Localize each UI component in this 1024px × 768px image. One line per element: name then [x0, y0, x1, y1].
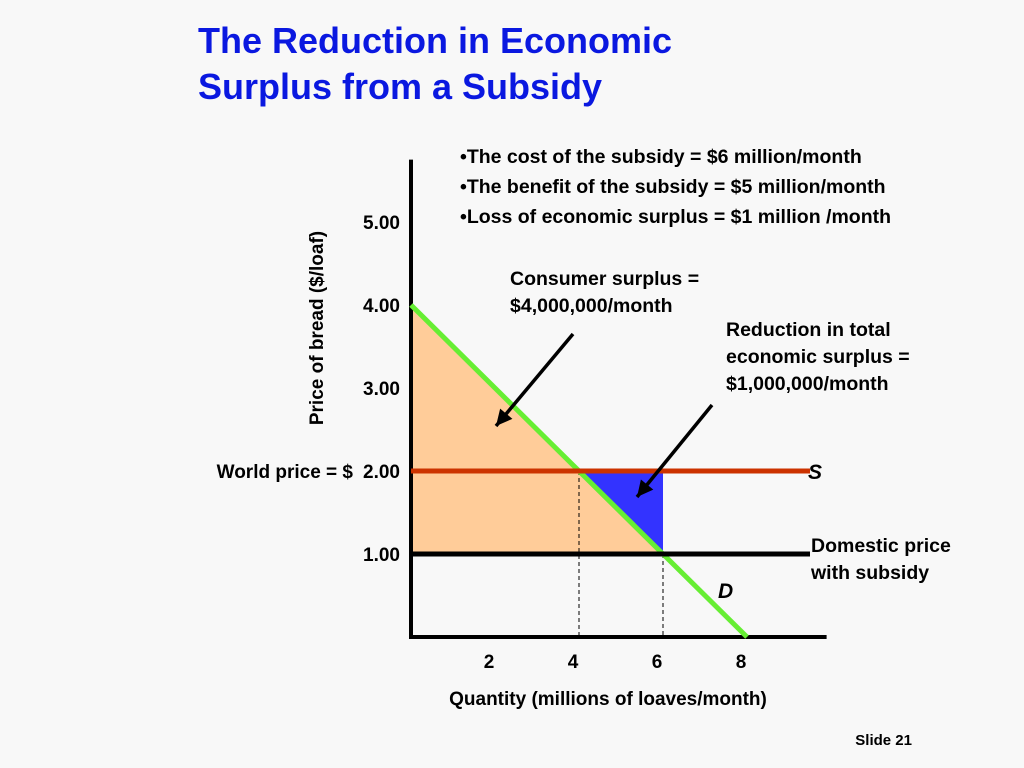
y-axis-label: Price of bread ($/loaf)	[307, 231, 328, 425]
x-tick-label: 4	[568, 652, 579, 673]
y-tick-label: 2.00	[363, 462, 400, 483]
consumer-surplus-arrow-shaft	[494, 332, 575, 428]
y-tick-label: 1.00	[363, 545, 400, 566]
bullet-benefit: •The benefit of the subsidy = $5 million…	[460, 176, 886, 198]
y-tick-label: 5.00	[363, 213, 400, 234]
demand-label: D	[718, 580, 733, 603]
slide-number: Slide 21	[855, 732, 912, 749]
world-price-label: World price = $	[217, 462, 354, 483]
title-line-1: The Reduction in Economic	[198, 20, 673, 61]
domestic-price-label: Domestic price with subsidy	[811, 535, 951, 584]
x-tick-label: 2	[484, 652, 495, 673]
x-tick-label: 6	[652, 652, 663, 673]
consumer-surplus-label: Consumer surplus = $4,000,000/month	[510, 268, 700, 317]
slide-title: The Reduction in Economic Surplus from a…	[198, 18, 672, 110]
reduction-label: Reduction in total economic surplus = $1…	[726, 319, 910, 395]
bullet-list: •The cost of the subsidy = $6 million/mo…	[460, 142, 891, 232]
x-axis-label: Quantity (millions of loaves/month)	[449, 689, 767, 710]
bullet-cost: •The cost of the subsidy = $6 million/mo…	[460, 146, 862, 168]
title-line-2: Surplus from a Subsidy	[198, 66, 603, 107]
x-tick-label: 8	[736, 652, 747, 673]
reduction-arrow-shaft	[635, 403, 714, 499]
y-tick-label: 4.00	[363, 296, 400, 317]
supply-label: S	[808, 461, 822, 484]
consumer-surplus-arrow-head	[496, 408, 513, 426]
bullet-loss: •Loss of economic surplus = $1 million /…	[460, 206, 892, 228]
reduction-arrow-head	[637, 479, 654, 497]
y-tick-label: 3.00	[363, 379, 400, 400]
